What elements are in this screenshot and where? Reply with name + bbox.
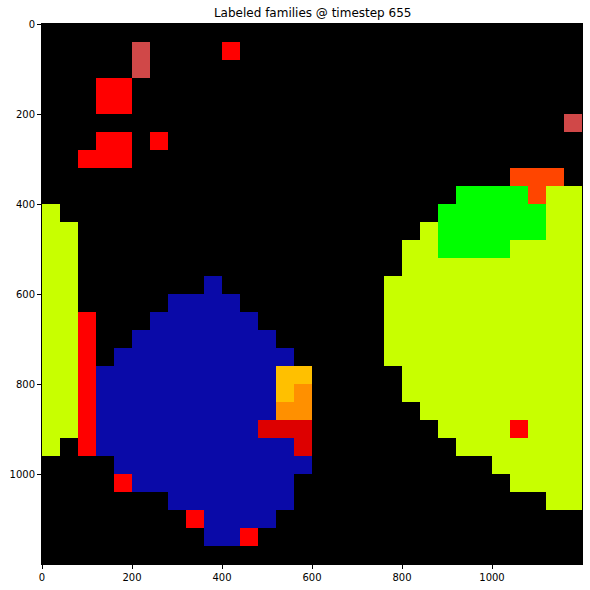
svg-text:200: 200: [122, 572, 141, 583]
svg-text:800: 800: [16, 379, 35, 390]
svg-text:400: 400: [212, 572, 231, 583]
svg-text:0: 0: [29, 19, 35, 30]
svg-text:0: 0: [39, 572, 45, 583]
svg-text:1000: 1000: [479, 572, 504, 583]
svg-text:400: 400: [16, 199, 35, 210]
svg-text:200: 200: [16, 109, 35, 120]
svg-text:Labeled families @ timestep 65: Labeled families @ timestep 655: [214, 6, 412, 20]
svg-text:600: 600: [16, 289, 35, 300]
svg-text:600: 600: [302, 572, 321, 583]
svg-text:1000: 1000: [10, 469, 35, 480]
svg-text:800: 800: [392, 572, 411, 583]
